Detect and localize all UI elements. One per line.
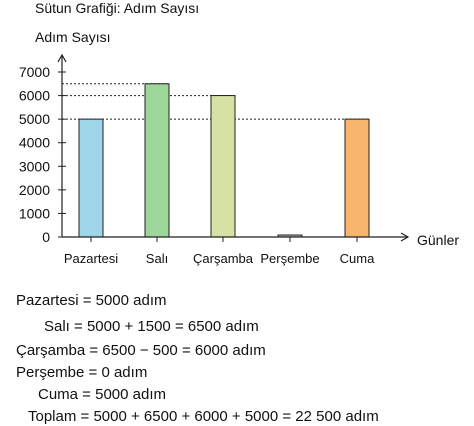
equation-friday: Cuma = 5000 adım <box>38 386 166 403</box>
equation-tuesday: Salı = 5000 + 1500 = 6500 adım <box>44 318 259 335</box>
x-axis-arrow <box>400 232 410 242</box>
x-tick-label-çarşamba: Çarşamba <box>193 251 254 266</box>
step-count-bar-chart: Sütun Grafiği: Adım Sayısı Adım Sayısı G… <box>19 0 460 266</box>
equation-total: Toplam = 5000 + 6500 + 6000 + 5000 = 22 … <box>28 408 379 425</box>
y-tick-label-5000: 5000 <box>19 111 50 127</box>
bar-cuma <box>344 118 370 238</box>
x-tick-label-pazartesi: Pazartesi <box>64 251 118 266</box>
y-tick-label-6000: 6000 <box>19 88 50 104</box>
equation-monday: Pazartesi = 5000 adım <box>16 292 167 309</box>
x-tick-label-perşembe: Perşembe <box>260 251 319 266</box>
x-tick-label-salı: Salı <box>146 251 168 266</box>
y-tick-label-7000: 7000 <box>19 64 50 80</box>
equation-wednesday: Çarşamba = 6500 − 500 = 6000 adım <box>16 342 266 359</box>
y-tick-label-1000: 1000 <box>19 205 50 221</box>
y-tick-label-2000: 2000 <box>19 182 50 198</box>
bar-pazartesi <box>78 118 104 238</box>
bar-salı <box>144 83 170 238</box>
y-axis-arrow <box>57 53 67 63</box>
equation-thursday: Perşembe = 0 adım <box>16 364 148 381</box>
chart-title: Sütun Grafiği: Adım Sayısı <box>35 0 199 16</box>
x-tick-label-cuma: Cuma <box>340 251 375 266</box>
y-tick-label-4000: 4000 <box>19 135 50 151</box>
y-tick-label-0: 0 <box>42 229 50 245</box>
y-axis-label: Adım Sayısı <box>35 29 110 45</box>
y-tick-label-3000: 3000 <box>19 158 50 174</box>
bar-çarşamba <box>210 95 236 238</box>
x-axis-label: Günler <box>417 232 459 248</box>
